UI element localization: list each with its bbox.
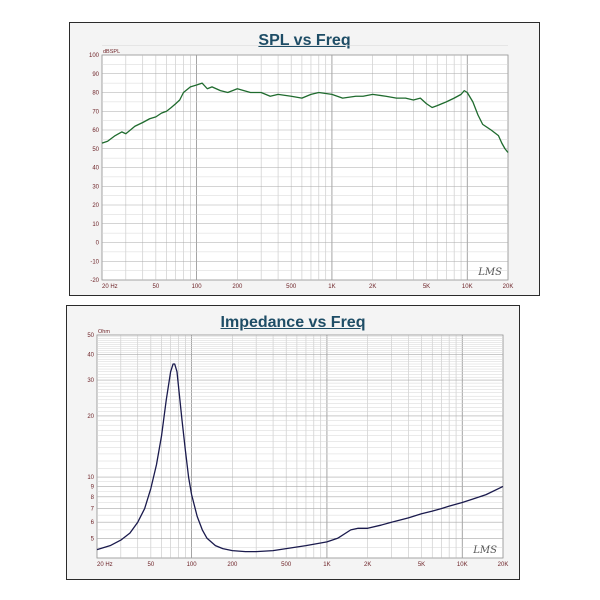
spl-chart-title: SPL vs Freq bbox=[258, 32, 351, 49]
spl-y-tick-label: 20 bbox=[92, 203, 99, 209]
impedance-chart-panel: Impedance vs Freq 50 40 30 20 10 9 8 7 6 5 20 Hz 50… bbox=[66, 305, 520, 580]
imp-y-tick-label: 30 bbox=[87, 378, 94, 384]
imp-y-tick-label: 9 bbox=[91, 484, 95, 490]
spl-y-tick-label: 10 bbox=[92, 222, 99, 228]
spl-y-tick-label: 50 bbox=[92, 147, 99, 153]
imp-plot-area bbox=[96, 334, 504, 559]
imp-x-tick-label: 100 bbox=[187, 562, 198, 568]
spl-x-tick-label: 100 bbox=[192, 284, 203, 290]
imp-y-tick-label: 7 bbox=[91, 507, 95, 513]
spl-x-tick-label: 20 Hz bbox=[102, 284, 118, 290]
imp-x-tick-label: 20 Hz bbox=[97, 562, 113, 568]
imp-y-unit-label: Ohm bbox=[98, 329, 110, 335]
spl-x-tick-label: 10K bbox=[462, 284, 473, 290]
spl-y-tick-label: 70 bbox=[92, 109, 99, 115]
imp-y-tick-label: 8 bbox=[91, 495, 95, 501]
spl-x-tick-label: 5K bbox=[423, 284, 430, 290]
imp-x-tick-label: 5K bbox=[418, 562, 425, 568]
imp-y-tick-label: 40 bbox=[87, 353, 94, 359]
spl-y-tick-label: -10 bbox=[90, 259, 99, 265]
imp-y-tick-label: 20 bbox=[87, 414, 94, 420]
spl-x-tick-label: 2K bbox=[369, 284, 376, 290]
imp-y-tick-label: 6 bbox=[91, 520, 95, 526]
spl-grid bbox=[101, 45, 509, 281]
spl-x-tick-label: 50 bbox=[153, 284, 160, 290]
spl-x-tick-label: 1K bbox=[328, 284, 335, 290]
spl-y-tick-label: 90 bbox=[92, 72, 99, 78]
spl-y-unit-label: dBSPL bbox=[103, 49, 120, 55]
spl-y-tick-label: 30 bbox=[92, 184, 99, 190]
imp-grid bbox=[96, 334, 504, 559]
imp-series-line-0 bbox=[96, 363, 504, 553]
imp-y-tick-label: 50 bbox=[87, 333, 94, 339]
spl-series-line-0 bbox=[101, 82, 509, 153]
imp-x-tick-label: 500 bbox=[281, 562, 292, 568]
spl-y-tick-label: 80 bbox=[92, 91, 99, 97]
impedance-chart-svg: 50 40 30 20 10 9 8 7 6 5 20 Hz 50 100 200 500 1K 2K 5K 10K… bbox=[87, 329, 509, 568]
impedance-chart-title: Impedance vs Freq bbox=[220, 314, 366, 331]
imp-x-tick-label: 1K bbox=[323, 562, 330, 568]
imp-x-tick-label: 20K bbox=[498, 562, 509, 568]
imp-lms-watermark: LMS bbox=[472, 545, 497, 556]
spl-x-tick-label: 20K bbox=[503, 284, 514, 290]
spl-lms-watermark: LMS bbox=[477, 267, 502, 278]
spl-y-tick-label: 40 bbox=[92, 166, 99, 172]
imp-x-tick-label: 2K bbox=[364, 562, 371, 568]
imp-x-tick-label: 50 bbox=[148, 562, 155, 568]
imp-y-tick-label: 5 bbox=[91, 536, 95, 542]
spl-y-tick-label: 60 bbox=[92, 128, 99, 134]
spl-y-tick-label: -20 bbox=[90, 278, 99, 284]
imp-y-tick-label: 10 bbox=[87, 475, 94, 481]
spl-x-tick-label: 500 bbox=[286, 284, 297, 290]
imp-x-tick-label: 10K bbox=[457, 562, 468, 568]
imp-x-tick-label: 200 bbox=[227, 562, 238, 568]
spl-y-tick-label: 100 bbox=[89, 53, 100, 59]
spl-y-tick-label: 0 bbox=[96, 241, 100, 247]
spl-x-tick-label: 200 bbox=[232, 284, 243, 290]
spl-chart-panel: SPL vs Freq 100 90 80 70 60 50 40 30 20 10 0 -10 -20… bbox=[69, 22, 540, 296]
